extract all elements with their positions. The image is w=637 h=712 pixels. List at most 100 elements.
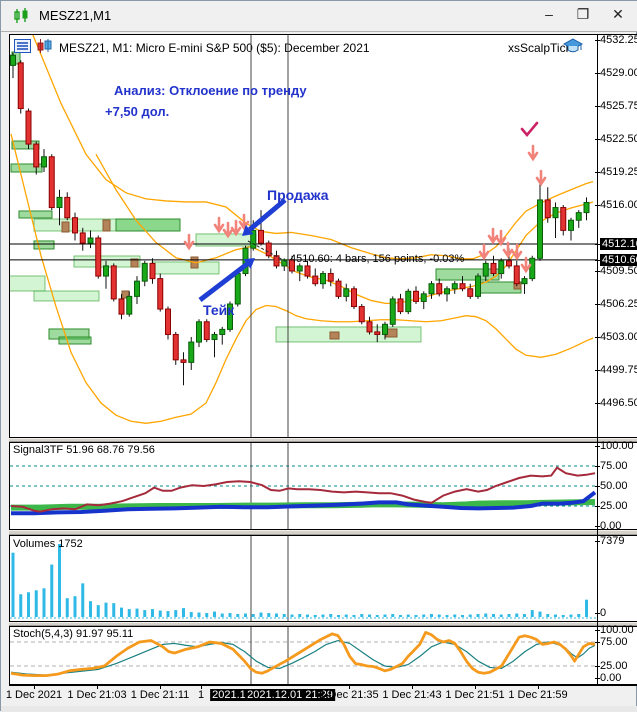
volume-bar	[127, 609, 131, 617]
volume-bar	[569, 614, 573, 617]
chart-symbol-header: MESZ21, M1: Micro E-mini S&P 500 ($5): D…	[59, 41, 370, 55]
signal-scale-label: 100.00	[600, 440, 634, 452]
minimize-button[interactable]: –	[545, 6, 553, 22]
candle-down	[358, 306, 365, 323]
volume-bar	[189, 612, 193, 617]
upper-band	[32, 35, 594, 260]
volume-bar	[259, 612, 263, 617]
candle-up	[420, 293, 427, 302]
candle-down	[397, 298, 404, 313]
candle-down	[289, 259, 295, 272]
candle-down	[25, 110, 32, 145]
candle-down	[118, 298, 125, 315]
poc-mark	[102, 219, 111, 232]
volume-bar	[244, 613, 247, 617]
candle-up	[552, 207, 559, 219]
volume-bar	[453, 614, 457, 617]
volume-bar	[468, 614, 472, 617]
support-zone	[18, 210, 53, 219]
volumes-canvas[interactable]	[10, 536, 597, 621]
candle-down	[467, 288, 474, 297]
volume-bar	[42, 588, 46, 617]
stoch-scale-label: 100.00	[600, 624, 634, 636]
candle-up	[188, 341, 195, 363]
candle-up	[219, 328, 226, 335]
price-label: 4499.75	[600, 363, 637, 376]
price-label-highlighted: 4510.60	[600, 253, 637, 266]
candle-up	[521, 278, 528, 285]
measure-tooltip: 4510.60: 4 bars, 156 points, -0.03%	[290, 253, 465, 265]
volume-bar	[414, 615, 418, 617]
axis-tick	[595, 243, 600, 245]
axis-tick	[595, 402, 600, 404]
support-zone	[33, 240, 55, 250]
stoch-main-orange	[10, 631, 596, 677]
volume-bar	[220, 613, 224, 617]
candle-down	[265, 242, 272, 257]
time-label: 1 Dec 21:59	[508, 689, 568, 701]
volumes-title: Volumes 1752	[13, 538, 83, 550]
candle-down	[48, 156, 55, 209]
window-titlebar[interactable]: MESZ21,M1 – ❐ ✕	[1, 1, 637, 32]
axis-tick	[595, 270, 600, 272]
candle-down	[413, 290, 419, 302]
poc-mark	[61, 221, 70, 233]
time-label: 1 Dec 21:51	[445, 689, 505, 701]
volume-bar	[112, 603, 116, 617]
price-axis-line	[597, 34, 598, 685]
candle-down	[351, 288, 357, 308]
close-button[interactable]: ✕	[612, 6, 624, 22]
candle-down	[459, 283, 466, 290]
volume-bar	[158, 610, 162, 617]
volume-scale-label: 0	[600, 607, 607, 619]
stoch-scale-label: 75.00	[600, 636, 628, 648]
sell-signal-arrow-icon	[502, 241, 514, 259]
volume-bar	[554, 614, 557, 617]
candle-down	[506, 260, 512, 267]
time-label: 1 Dec 21:11	[130, 689, 190, 701]
sell-signal-arrow-icon	[487, 227, 499, 245]
candle-down	[273, 255, 280, 267]
volume-bar	[19, 594, 23, 617]
volume-bar	[577, 614, 581, 617]
candle-down	[33, 143, 40, 168]
main-chart-panel[interactable]	[9, 34, 637, 438]
candle-down	[64, 196, 71, 219]
axis-tick	[595, 666, 600, 667]
stoch-scale-label: 0.00	[600, 672, 622, 684]
sell-signal-arrow-icon	[527, 144, 539, 162]
candle-up	[281, 259, 288, 267]
volume-bar	[461, 615, 464, 617]
volume-bar	[383, 614, 387, 617]
candle-up	[568, 219, 574, 231]
candle-up	[498, 260, 505, 275]
candle-down	[180, 359, 187, 363]
panel-splitter[interactable]	[9, 438, 637, 442]
time-label-highlighted: 2021.12.01 21:29	[245, 689, 335, 701]
support-zone	[10, 275, 46, 292]
panel-splitter[interactable]	[9, 622, 637, 626]
time-label: 1 Dec 2021	[5, 689, 63, 701]
volume-bar	[135, 608, 139, 617]
stoch-canvas[interactable]	[10, 627, 597, 684]
support-zone	[58, 336, 92, 345]
object-list-icon[interactable]	[14, 39, 31, 53]
stoch-panel[interactable]	[9, 626, 637, 685]
panel-splitter[interactable]	[9, 530, 637, 535]
annotation-arrow	[198, 262, 249, 302]
candle-up	[382, 323, 388, 335]
price-label: 4496.50	[600, 396, 637, 409]
main-chart-canvas[interactable]	[10, 35, 597, 437]
maximize-button[interactable]: ❐	[576, 6, 590, 22]
volume-bar	[73, 596, 77, 617]
candle-up	[87, 237, 94, 244]
axis-tick	[595, 613, 600, 614]
candle-up	[575, 212, 582, 221]
volume-bar	[352, 615, 356, 617]
price-label: 4516.00	[600, 198, 637, 211]
candle-template-icon[interactable]	[36, 38, 53, 54]
stoch-title: Stoch(5,4,3) 91.97 95.11	[13, 628, 134, 640]
signal3tf-canvas[interactable]	[10, 443, 597, 529]
candle-down	[17, 62, 24, 110]
volume-bar	[445, 615, 449, 617]
